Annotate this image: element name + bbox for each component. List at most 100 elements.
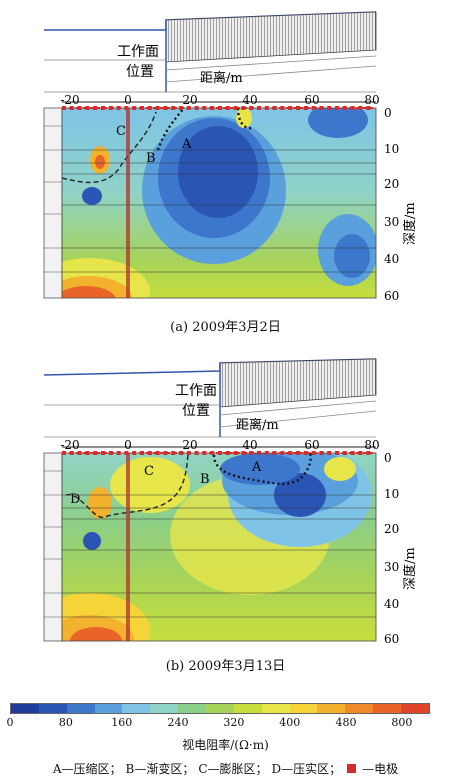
resistivity-map <box>62 108 376 298</box>
electrode-marker <box>186 451 191 455</box>
y-tick-label: 40 <box>384 597 399 611</box>
electrode-marker <box>264 106 269 110</box>
electrode-marker <box>358 451 363 455</box>
electrode-marker <box>350 451 355 455</box>
y-tick-label: 10 <box>384 487 399 501</box>
electrode-marker <box>218 106 222 110</box>
electrode-marker <box>116 451 121 455</box>
zone-key-d: D—压实区； <box>271 762 342 776</box>
electrode-marker <box>147 451 152 455</box>
electrode-marker <box>311 451 316 455</box>
color-scale-swatch <box>373 704 402 713</box>
electrode-marker <box>288 106 293 110</box>
electrode-marker <box>202 106 207 110</box>
color-scale-swatch <box>206 704 234 713</box>
y-tick-label: 30 <box>384 560 399 574</box>
color-scale-tick: 320 <box>223 716 245 729</box>
electrode-marker <box>108 106 113 110</box>
color-scale-tick: 400 <box>279 716 301 729</box>
x-tick-label: 60 <box>304 438 319 452</box>
x-tick-label: 80 <box>364 93 379 107</box>
electrode-marker <box>77 451 82 455</box>
color-scale-swatch <box>178 704 207 713</box>
x-tick-label: -20 <box>60 438 79 452</box>
electrode-marker <box>93 451 98 455</box>
zone-label-b: B <box>146 151 156 166</box>
zone-label-c: C <box>144 464 154 479</box>
electrode-icon <box>347 764 357 773</box>
resistivity-map <box>62 453 376 641</box>
work-face-label: 工作面 <box>117 44 159 60</box>
panel-b: 工作面 位置 距离/m -20 0 20 40 60 80 <box>0 345 451 685</box>
electrode-marker <box>163 106 168 110</box>
distance-axis-label: 距离/m <box>236 417 279 433</box>
zone-key-b: B—渐变区； <box>125 762 195 776</box>
electrode-marker <box>249 451 254 455</box>
panel-a: 工作面 位置 距离/m -20 0 20 40 60 80 <box>0 0 451 340</box>
electrode-marker <box>233 106 238 110</box>
x-tick-label: 20 <box>182 93 197 107</box>
panel-a-figure: 工作面 位置 距离/m -20 0 20 40 60 80 <box>43 11 418 303</box>
depth-axis-label: 深度/m <box>402 202 418 245</box>
electrode-marker <box>342 451 347 455</box>
y-tick-label: 30 <box>384 215 399 229</box>
zone-key-electrode: —电极 <box>362 762 399 776</box>
electrode-marker <box>132 451 137 455</box>
electrode-marker <box>171 106 176 110</box>
electrode-row <box>62 106 376 110</box>
color-scale-tick: 160 <box>111 716 133 729</box>
electrode-marker <box>210 106 215 110</box>
electrode-marker <box>296 451 300 455</box>
electrode-marker <box>303 106 308 110</box>
x-tick-label: -20 <box>60 93 79 107</box>
x-tick-label: 60 <box>304 93 319 107</box>
work-face-position-label: 位置 <box>126 64 154 80</box>
color-scale-swatch <box>11 704 39 713</box>
electrode-marker <box>225 451 230 455</box>
depth-axis: 0 10 20 30 40 60 <box>384 106 399 303</box>
x-tick-label: 80 <box>364 438 379 452</box>
electrode-marker <box>124 106 129 110</box>
electrode-marker <box>264 451 269 455</box>
panel-a-caption: (a) 2009年3月2日 <box>170 320 281 335</box>
electrode-marker <box>147 106 152 110</box>
electrode-marker <box>296 106 300 110</box>
electrode-marker <box>116 106 121 110</box>
electrode-marker <box>280 106 285 110</box>
electrode-marker <box>218 451 222 455</box>
electrode-marker <box>163 451 168 455</box>
electrode-marker <box>93 106 98 110</box>
electrode-marker <box>272 451 277 455</box>
work-face-position-label: 位置 <box>182 403 210 419</box>
electrode-marker <box>272 106 277 110</box>
depth-axis-label: 深度/m <box>402 547 418 590</box>
electrode-marker <box>241 451 246 455</box>
electrode-marker <box>257 106 261 110</box>
x-tick-label: 0 <box>124 438 132 452</box>
section-profile <box>44 11 377 93</box>
electrode-marker <box>319 106 324 110</box>
electrode-marker <box>288 451 293 455</box>
electrode-marker <box>350 106 355 110</box>
color-scale-swatch <box>66 704 95 713</box>
electrode-marker <box>327 106 332 110</box>
zone-label-c: C <box>116 124 126 139</box>
electrode-marker <box>155 451 160 455</box>
electrode-marker <box>327 451 332 455</box>
borehole-column <box>43 107 63 299</box>
electrode-marker <box>342 106 347 110</box>
color-scale-title: 视电阻率/(Ω·m) <box>182 738 269 752</box>
electrode-marker <box>124 451 129 455</box>
y-tick-label: 20 <box>384 177 399 191</box>
electrode-marker <box>85 451 90 455</box>
electrode-marker <box>225 106 230 110</box>
panel-b-figure: 工作面 位置 距离/m -20 0 20 40 60 80 <box>43 358 418 646</box>
zone-label-a: A <box>251 460 262 475</box>
electrode-marker <box>202 451 207 455</box>
electrode-marker <box>249 106 254 110</box>
y-tick-label: 20 <box>384 522 399 536</box>
borehole-column <box>43 452 63 642</box>
electrode-marker <box>194 106 199 110</box>
color-scale-tick: 800 <box>391 716 413 729</box>
y-tick-label: 0 <box>384 451 392 465</box>
